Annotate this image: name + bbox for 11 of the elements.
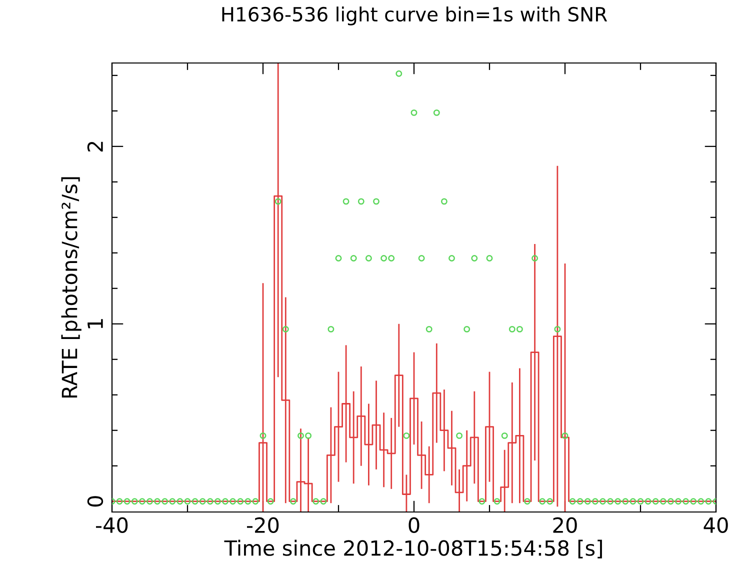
- y-axis-title: RATE [photons/cm²/s]: [61, 177, 82, 398]
- y-tick-label: 0: [87, 496, 104, 507]
- x-tick-label: 0: [408, 517, 420, 533]
- x-tick-label: -20: [247, 517, 279, 533]
- y-tick-label: 2: [87, 142, 103, 152]
- x-tick-label: -40: [96, 517, 128, 533]
- x-tick-label: 20: [553, 517, 577, 533]
- x-tick-label: 40: [704, 517, 728, 533]
- x-axis-title: Time since 2012-10-08T15:54:58 [s]: [224, 540, 602, 558]
- chart-title: H1636-536 light curve bin=1s with SNR: [222, 6, 608, 26]
- y-tick-label: 1: [88, 319, 103, 328]
